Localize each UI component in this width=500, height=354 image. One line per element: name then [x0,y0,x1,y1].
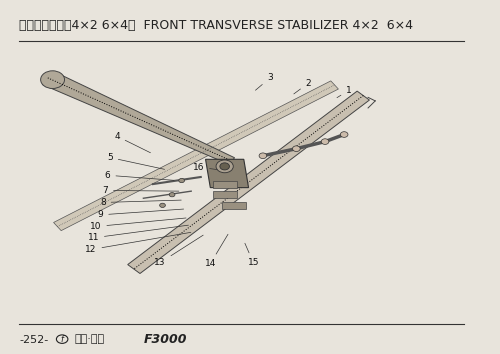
Circle shape [220,163,230,170]
Text: F3000: F3000 [144,333,187,346]
Text: 1: 1 [337,86,352,98]
Polygon shape [222,202,246,209]
Circle shape [169,193,175,197]
Polygon shape [42,71,234,164]
Polygon shape [212,181,236,188]
Text: 13: 13 [154,235,203,267]
Text: 8: 8 [100,198,182,207]
Text: 14: 14 [204,234,228,268]
Polygon shape [128,91,370,274]
Circle shape [340,132,348,137]
Text: 9: 9 [98,209,184,219]
Circle shape [40,71,64,88]
Circle shape [259,153,266,159]
Text: -252-: -252- [19,335,48,345]
Circle shape [292,146,300,152]
Text: 6: 6 [104,171,174,180]
Text: f: f [60,335,64,344]
Circle shape [216,160,234,173]
Circle shape [160,203,166,207]
Polygon shape [54,81,339,231]
Text: 前横向稳定杆（4×2 6×4）  FRONT TRANSVERSE STABILIZER 4×2  6×4: 前横向稳定杆（4×2 6×4） FRONT TRANSVERSE STABILI… [19,19,413,32]
Text: 15: 15 [245,243,259,267]
Text: 7: 7 [102,186,179,195]
Text: 11: 11 [88,225,188,242]
Text: 陕汽·德龙: 陕汽·德龙 [74,334,104,344]
Text: 4: 4 [114,132,150,153]
Circle shape [321,139,329,144]
Text: 16: 16 [192,162,217,172]
Polygon shape [212,191,236,198]
Circle shape [179,178,184,183]
Text: 10: 10 [90,218,186,231]
Text: 2: 2 [294,79,311,94]
Text: 5: 5 [107,153,164,169]
Text: 3: 3 [256,73,273,90]
Polygon shape [206,159,248,188]
Text: 12: 12 [85,232,191,254]
